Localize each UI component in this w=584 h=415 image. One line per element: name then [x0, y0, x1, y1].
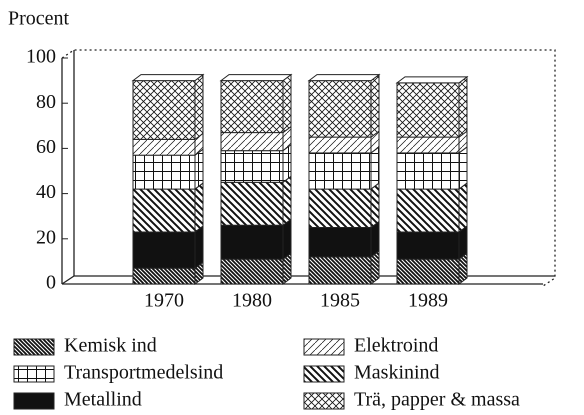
bar-segment: [220, 224, 284, 260]
y-axis-label: Procent: [8, 8, 70, 30]
floor: [61, 275, 555, 285]
bar-side: [194, 182, 204, 234]
bar-side: [370, 145, 380, 191]
x-tick-label: 1970: [144, 290, 184, 312]
bar-segment: [132, 80, 196, 140]
bar-segment: [396, 136, 460, 154]
bar-segment: [220, 132, 284, 152]
x-tick-label: 1985: [320, 290, 360, 312]
bar-side: [194, 225, 204, 270]
bar-segment: [308, 80, 372, 138]
back-wall: [61, 49, 556, 287]
bar-segment: [396, 82, 460, 138]
legend-swatch: [303, 365, 345, 383]
bar-segment: [220, 80, 284, 134]
bar-segment: [132, 188, 196, 233]
x-tick-label: 1980: [232, 290, 272, 312]
bar-segment: [132, 267, 196, 285]
x-tick-label: 1989: [408, 290, 448, 312]
bar-top: [219, 74, 293, 82]
bar-side: [194, 148, 204, 191]
legend-label: Maskinind: [354, 362, 440, 384]
bar-segment: [396, 188, 460, 233]
y-tick-label: 40: [36, 181, 56, 203]
bar-top: [131, 74, 205, 82]
bar-side: [458, 75, 468, 139]
bar-side: [194, 73, 204, 141]
legend-label: Transportmedelsind: [64, 362, 223, 384]
legend-swatch: [13, 338, 55, 356]
bar-side: [370, 182, 380, 229]
bar-segment: [132, 154, 196, 190]
bar-segment: [308, 152, 372, 190]
legend-swatch: [13, 392, 55, 410]
bar-segment: [308, 136, 372, 154]
bar-top: [395, 76, 469, 84]
y-tick-label: 80: [36, 91, 56, 113]
y-tick-label: 100: [26, 46, 56, 68]
bar-top: [307, 74, 381, 82]
bar-segment: [308, 227, 372, 258]
legend-label: Trä, papper & massa: [354, 389, 520, 411]
y-tick-label: 20: [36, 226, 56, 248]
bar-side: [282, 175, 292, 227]
bar-segment: [308, 188, 372, 228]
bar-segment: [132, 138, 196, 156]
bar-segment: [220, 181, 284, 226]
y-tick-label: 60: [36, 136, 56, 158]
bar-segment: [220, 150, 284, 183]
bar-segment: [396, 152, 460, 190]
bar-segment: [132, 231, 196, 269]
y-tick-label: 0: [46, 272, 56, 294]
bar-side: [370, 73, 380, 139]
bar-side: [458, 182, 468, 234]
bar-segment: [308, 256, 372, 285]
legend-swatch: [303, 338, 345, 356]
legend-label: Metallind: [64, 389, 142, 411]
bar-segment: [396, 231, 460, 260]
bar-side: [282, 73, 292, 134]
legend-label: Elektroind: [354, 335, 438, 357]
bar-side: [458, 145, 468, 191]
legend-swatch: [303, 392, 345, 410]
bar-segment: [396, 258, 460, 285]
bar-side: [282, 218, 292, 261]
legend-swatch: [13, 365, 55, 383]
bar-segment: [220, 258, 284, 285]
legend-label: Kemisk ind: [64, 335, 157, 357]
